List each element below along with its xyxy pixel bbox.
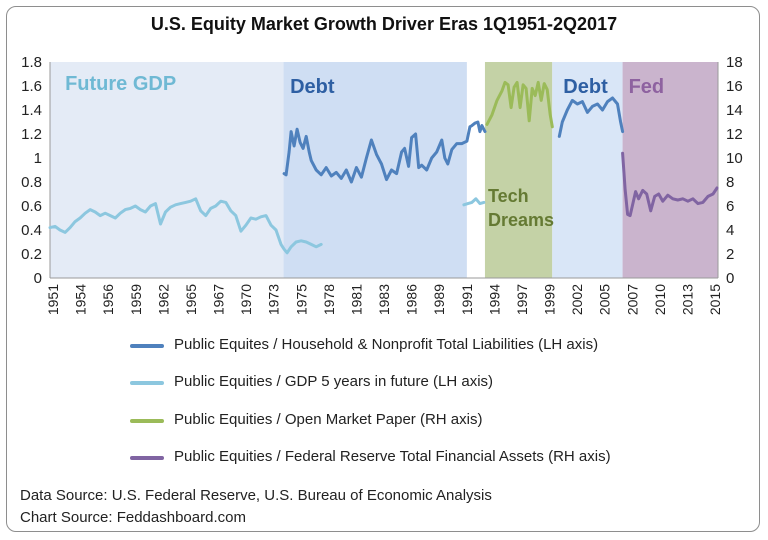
series-line bbox=[485, 80, 554, 129]
x-tick-label: 1989 bbox=[431, 284, 447, 315]
y-right-tick-label: 18 bbox=[726, 54, 743, 71]
legend-label: Public Equities / Open Market Paper (RH … bbox=[174, 411, 483, 428]
y-left-tick-label: 0.4 bbox=[21, 222, 42, 239]
y-left-tick-label: 0.6 bbox=[21, 198, 42, 215]
y-right-tick-label: 10 bbox=[726, 150, 743, 167]
x-tick-label: 1999 bbox=[542, 284, 558, 315]
era-band bbox=[622, 62, 718, 278]
x-tick-label: 2013 bbox=[679, 284, 695, 315]
legend-label: Public Equities / Federal Reserve Total … bbox=[174, 448, 611, 465]
x-tick-label: 1991 bbox=[459, 284, 475, 315]
x-tick-label: 2010 bbox=[652, 284, 668, 315]
era-label: Fed bbox=[629, 76, 665, 98]
x-tick-label: 1986 bbox=[404, 284, 420, 315]
x-tick-label: 1956 bbox=[100, 284, 116, 315]
y-left-tick-label: 1.4 bbox=[21, 102, 42, 119]
x-tick-label: 1981 bbox=[348, 284, 364, 315]
y-right-tick-label: 4 bbox=[726, 222, 734, 239]
era-label: Dreams bbox=[488, 210, 554, 230]
y-left-tick-label: 0.8 bbox=[21, 174, 42, 191]
y-left-tick-label: 0 bbox=[34, 270, 42, 287]
x-tick-label: 2015 bbox=[707, 284, 723, 315]
x-tick-label: 2002 bbox=[569, 284, 585, 315]
era-label: Future GDP bbox=[65, 73, 176, 95]
x-tick-label: 1970 bbox=[238, 284, 254, 315]
x-tick-label: 1954 bbox=[73, 284, 89, 315]
chart-source-note: Chart Source: Feddashboard.com bbox=[20, 509, 246, 526]
era-band bbox=[283, 62, 467, 278]
legend-label: Public Equites / Household & Nonprofit T… bbox=[174, 336, 599, 353]
y-right-tick-label: 0 bbox=[726, 270, 734, 287]
series-line bbox=[462, 197, 486, 207]
legend-swatch bbox=[130, 381, 164, 385]
y-right-tick-label: 2 bbox=[726, 246, 734, 263]
legend-swatch bbox=[130, 456, 164, 460]
y-right-tick-label: 8 bbox=[726, 174, 734, 191]
era-label: Tech bbox=[488, 186, 529, 206]
y-left-tick-label: 1.6 bbox=[21, 78, 42, 95]
y-left-tick-label: 1.8 bbox=[21, 54, 42, 71]
x-tick-label: 1973 bbox=[266, 284, 282, 315]
series-line bbox=[557, 96, 625, 138]
y-right-tick-label: 14 bbox=[726, 102, 743, 119]
x-tick-label: 1983 bbox=[376, 284, 392, 315]
y-right-tick-label: 16 bbox=[726, 78, 743, 95]
x-tick-label: 1975 bbox=[293, 284, 309, 315]
x-tick-label: 1965 bbox=[183, 284, 199, 315]
data-source-note: Data Source: U.S. Federal Reserve, U.S. … bbox=[20, 487, 492, 504]
legend-swatch bbox=[130, 344, 164, 348]
x-tick-label: 1962 bbox=[155, 284, 171, 315]
y-left-tick-label: 1.2 bbox=[21, 126, 42, 143]
legend-label: Public Equities / GDP 5 years in future … bbox=[174, 373, 494, 390]
series-line bbox=[48, 197, 323, 255]
series-line bbox=[282, 120, 487, 184]
y-right-tick-label: 12 bbox=[726, 126, 743, 143]
series-line bbox=[621, 151, 719, 218]
y-left-tick-label: 0.2 bbox=[21, 246, 42, 263]
x-tick-label: 2007 bbox=[624, 284, 640, 315]
y-right-tick-label: 6 bbox=[726, 198, 734, 215]
x-tick-label: 1967 bbox=[211, 284, 227, 315]
era-label: Debt bbox=[290, 76, 335, 98]
x-tick-label: 1997 bbox=[514, 284, 530, 315]
era-band bbox=[50, 62, 284, 278]
era-label: Debt bbox=[563, 76, 608, 98]
legend-swatch bbox=[130, 419, 164, 423]
x-tick-label: 1994 bbox=[486, 284, 502, 315]
y-left-tick-label: 1 bbox=[34, 150, 42, 167]
x-tick-label: 2005 bbox=[597, 284, 613, 315]
chart-title: U.S. Equity Market Growth Driver Eras 1Q… bbox=[150, 14, 618, 34]
x-tick-label: 1978 bbox=[321, 284, 337, 315]
x-tick-label: 1959 bbox=[128, 284, 144, 315]
x-tick-label: 1951 bbox=[45, 284, 61, 315]
